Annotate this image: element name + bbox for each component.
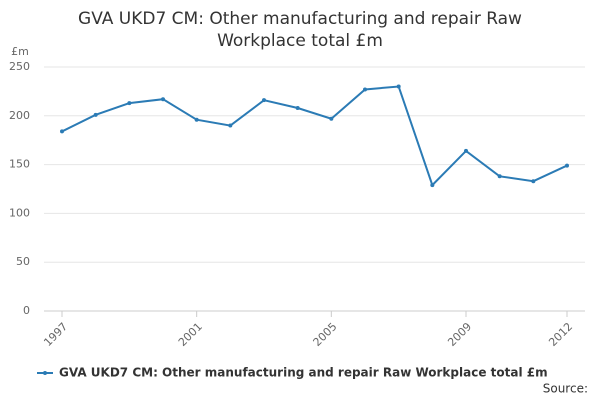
data-point xyxy=(531,179,536,184)
x-tick-label: 1997 xyxy=(41,320,70,349)
data-point xyxy=(93,112,98,117)
x-tick-label: 2012 xyxy=(546,320,575,349)
x-tick-label: 2005 xyxy=(311,320,340,349)
y-axis-label: £m xyxy=(11,45,29,58)
y-tick-label: 150 xyxy=(9,158,30,171)
source: Source: xyxy=(543,382,588,396)
chart-title: GVA UKD7 CM: Other manufacturing and rep… xyxy=(78,9,522,51)
data-point xyxy=(363,87,367,92)
legend-label: GVA UKD7 CM: Other manufacturing and rep… xyxy=(59,366,548,380)
y-tick-label: 0 xyxy=(23,304,30,317)
y-tick-label: 50 xyxy=(16,255,30,268)
x-tick-label: 2001 xyxy=(176,320,205,349)
legend-marker xyxy=(43,371,47,375)
data-point xyxy=(430,183,435,188)
data-point xyxy=(329,116,334,121)
data-point xyxy=(396,84,401,89)
data-point xyxy=(464,148,468,153)
y-tick-label: 250 xyxy=(9,60,30,73)
series-line xyxy=(61,85,568,187)
x-tick-label: 2009 xyxy=(445,320,474,349)
data-point xyxy=(127,101,132,106)
data-point xyxy=(497,174,502,179)
data-point xyxy=(228,123,233,128)
data-point xyxy=(161,97,165,102)
y-tick-label: 100 xyxy=(9,206,30,219)
data-point xyxy=(262,98,266,103)
y-tick-label: 200 xyxy=(9,109,30,122)
data-point xyxy=(565,163,569,168)
data-point xyxy=(295,105,300,110)
data-point xyxy=(194,117,199,122)
data-point xyxy=(60,129,64,134)
